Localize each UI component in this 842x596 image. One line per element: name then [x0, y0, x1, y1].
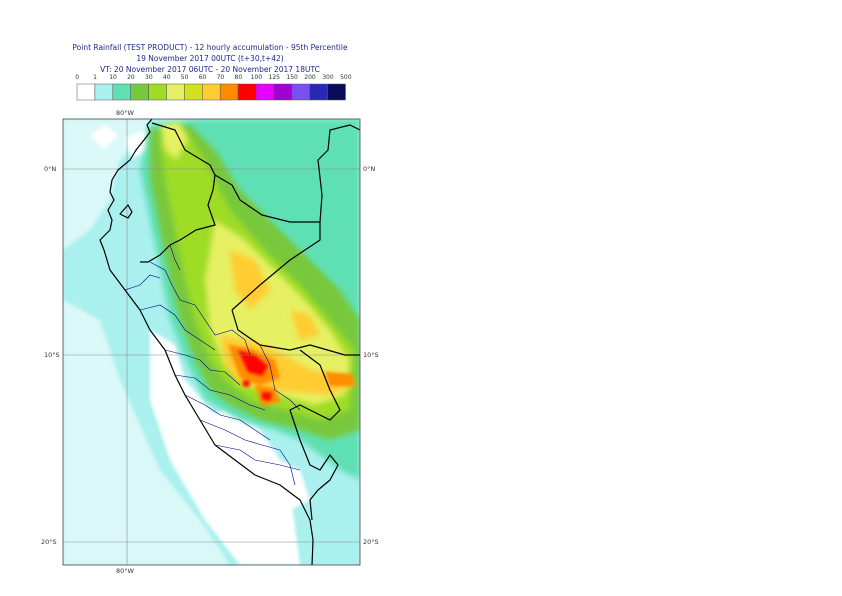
lat-label-right-2: 20°S: [363, 538, 379, 546]
legend-color-box: [327, 83, 346, 101]
legend-color-box: [76, 83, 96, 101]
legend-color-box: [255, 83, 275, 101]
legend-color-box: [202, 83, 221, 101]
legend-threshold: 300: [322, 74, 334, 81]
lat-label-left-0: 0°N: [44, 165, 56, 173]
legend-threshold: 40: [162, 74, 171, 81]
admin-boundaries: [124, 244, 301, 486]
legend-color-box: [184, 83, 203, 101]
legend-color-box: [94, 83, 114, 101]
legend-threshold: 60: [198, 74, 207, 81]
legend-color-box: [237, 83, 257, 101]
legend-threshold: 70: [216, 74, 225, 81]
legend-threshold: 80: [234, 74, 243, 81]
run-time: 19 November 2017 00UTC (t+30,t+42): [136, 54, 284, 63]
legend-color-box: [112, 83, 131, 101]
legend-threshold: 0: [75, 74, 80, 81]
lat-label-left-2: 20°S: [41, 538, 57, 546]
map-title: Point Rainfall (TEST PRODUCT) - 12 hourl…: [72, 43, 348, 52]
legend-color-box: [166, 83, 185, 101]
legend-threshold: 200: [304, 74, 316, 81]
lat-label-right-1: 10°S: [363, 351, 379, 359]
legend-color-box: [130, 83, 149, 101]
legend-color-box: [148, 83, 167, 101]
lon-label-top: 80°W: [116, 109, 135, 117]
legend-threshold: 500: [340, 74, 352, 81]
map-frame: [62, 118, 361, 566]
lat-label-left-1: 10°S: [44, 351, 60, 359]
coastline-and-borders: [99, 118, 361, 566]
dry-areas: [63, 119, 310, 565]
legend-threshold: 1: [93, 74, 97, 81]
lon-label-bottom: 80°W: [116, 567, 135, 575]
lat-label-right-0: 0°N: [363, 165, 375, 173]
map-panel: [63, 119, 360, 565]
legend-threshold: 150: [286, 74, 298, 81]
legend-threshold: 50: [180, 74, 189, 81]
validity-time: VT: 20 November 2017 06UTC - 20 November…: [100, 65, 320, 74]
legend-color-box: [273, 83, 293, 101]
legend-color-box: [291, 83, 310, 101]
legend-threshold: 125: [268, 74, 280, 81]
rain-80-100: [238, 350, 272, 401]
legend-threshold: 30: [145, 74, 153, 81]
legend-color-box: [309, 83, 328, 101]
colour-legend: [76, 83, 346, 101]
legend-threshold: 100: [250, 74, 263, 81]
legend-threshold: 20: [127, 74, 135, 81]
legend-threshold: 10: [109, 74, 117, 81]
legend-color-box: [219, 83, 239, 101]
